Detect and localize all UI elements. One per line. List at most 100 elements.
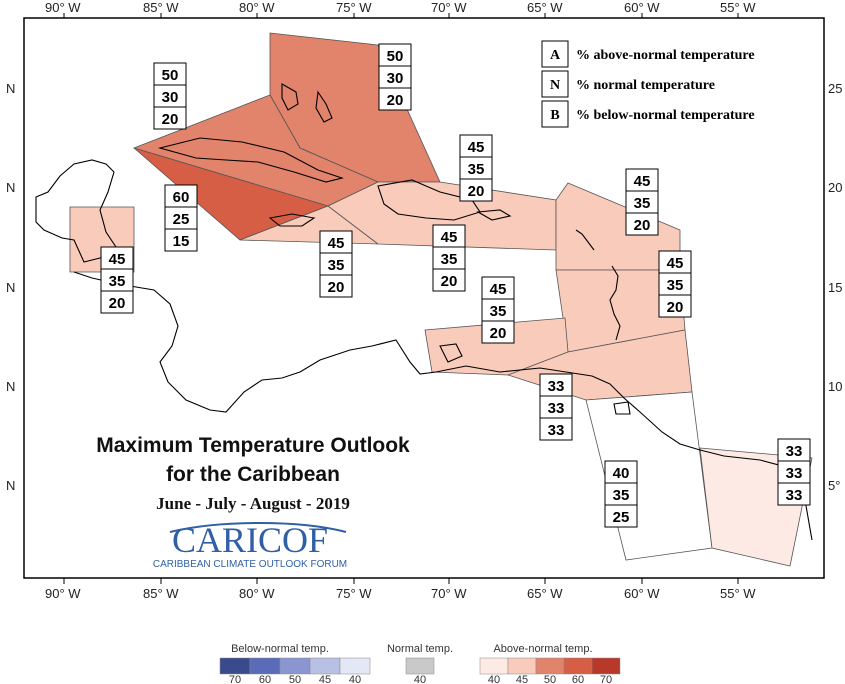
title-line-1: Maximum Temperature Outlook [96,434,410,457]
colorbar-label-above: 60 [572,674,584,684]
x-tick-bottom: 65° W [527,586,563,601]
y-tick-right: 5° [828,478,840,493]
prob-below: 20 [667,299,684,316]
prob-stack-belize: 45 35 20 [100,246,134,314]
probability-labels: 50 30 20 50 30 20 60 25 15 45 35 20 45 3… [100,43,811,528]
prob-below: 20 [441,273,458,290]
x-tick-bottom: 90° W [45,586,81,601]
key-box-normal [541,70,569,98]
prob-normal: 35 [109,273,126,290]
x-tick-top: 75° W [336,0,372,15]
key-text: % below-normal temperature [576,108,755,123]
caricof-logo: CARICOF CARIBBEAN CLIMATE OUTLOOK FORUM [153,520,347,570]
colorbar-label-above: 40 [488,674,500,684]
y-tick-right: 15 [828,280,842,295]
prob-above: 45 [667,255,684,272]
logo-swoosh [169,522,347,533]
prob-below: 20 [387,92,404,109]
prob-below: 25 [613,509,630,526]
prob-below: 20 [634,217,651,234]
colorbar-label-above: 50 [544,674,556,684]
y-tick-labels-left: N N N N N [6,81,15,493]
key-text: % above-normal temperature [576,48,755,63]
y-tick-left: N [6,379,15,394]
colorbar-label-below: 70 [229,674,241,684]
prob-normal: 33 [786,465,803,482]
x-tick-bottom: 75° W [336,586,372,601]
logo-subtitle: CARIBBEAN CLIMATE OUTLOOK FORUM [153,559,347,570]
prob-above: 45 [490,281,507,298]
prob-below: 33 [786,487,803,504]
colorbar-swatch-above [591,657,621,675]
x-tick-labels-bottom: 90° W 85° W 80° W 75° W 70° W 65° W 60° … [45,586,756,601]
prob-above: 40 [613,465,630,482]
prob-above: 33 [548,378,565,395]
colorbar-above-title: Above-normal temp. [493,643,592,655]
prob-stack-trinidad: 33 33 33 [539,373,573,441]
color-bar-legend: Below-normal temp. Normal temp. Above-no… [219,643,621,684]
x-tick-bottom: 80° W [239,586,275,601]
x-tick-bottom: 60° W [624,586,660,601]
title-block: Maximum Temperature Outlook for the Cari… [96,434,410,513]
prob-below: 20 [328,279,345,296]
prob-normal: 35 [490,303,507,320]
x-tick-top: 65° W [527,0,563,15]
x-tick-bottom: 70° W [431,586,467,601]
colorbar-label-below: 45 [319,674,331,684]
key-letter: N [550,78,560,93]
colorbar-swatch-above [507,657,537,675]
colorbar-swatch-below [219,657,251,675]
prob-above: 50 [162,67,179,84]
key-box-below [541,100,569,128]
prob-below: 20 [490,325,507,342]
y-tick-right: 20 [828,180,842,195]
key-box-above [541,40,569,68]
prob-stack-jamaica: 45 35 20 [319,230,353,298]
prob-stack-guyana: 40 35 25 [604,460,638,528]
prob-normal: 35 [468,161,485,178]
prob-below: 20 [468,183,485,200]
y-tick-right: 10 [828,379,842,394]
colorbar-swatch-below [309,657,341,675]
key-letter: A [550,48,561,63]
prob-stack-hispaniola: 45 35 20 [432,224,466,292]
prob-normal: 35 [441,251,458,268]
colorbar-swatch-above [563,657,593,675]
prob-above: 45 [634,173,651,190]
prob-normal: 35 [634,195,651,212]
title-line-2: for the Caribbean [166,463,340,486]
colorbar-label-below: 40 [349,674,361,684]
prob-below: 33 [548,422,565,439]
prob-above: 50 [387,48,404,65]
prob-stack-suriname: 33 33 33 [777,438,811,506]
x-tick-top: 60° W [624,0,660,15]
y-tick-left: N [6,180,15,195]
prob-normal: 35 [613,487,630,504]
colorbar-label-above: 70 [600,674,612,684]
prob-above: 60 [173,189,190,206]
x-tick-top: 55° W [720,0,756,15]
prob-above: 33 [786,443,803,460]
y-tick-left: N [6,280,15,295]
prob-normal: 25 [173,211,190,228]
x-tick-top: 85° W [143,0,179,15]
prob-normal: 33 [548,400,565,417]
prob-stack-bahamas: 50 30 20 [378,43,412,111]
colorbar-normal-title: Normal temp. [387,643,453,655]
colorbar-label-normal: 40 [414,674,426,684]
prob-stack-windward: 45 35 20 [658,250,692,318]
colorbar-label-below: 60 [259,674,271,684]
prob-below: 15 [173,233,190,250]
prob-below: 20 [162,111,179,128]
prob-below: 20 [109,295,126,312]
x-tick-top: 70° W [431,0,467,15]
prob-stack-cuba: 50 30 20 [153,62,187,130]
x-tick-labels-top: 90° W 85° W 80° W 75° W 70° W 65° W 60° … [45,0,756,15]
colorbar-below-title: Below-normal temp. [231,643,329,655]
y-tick-labels-right: 25 20 15 10 5° [828,81,842,493]
colorbar-label-below: 50 [289,674,301,684]
x-tick-top: 80° W [239,0,275,15]
y-tick-left: N [6,478,15,493]
key-letter: B [550,108,559,123]
